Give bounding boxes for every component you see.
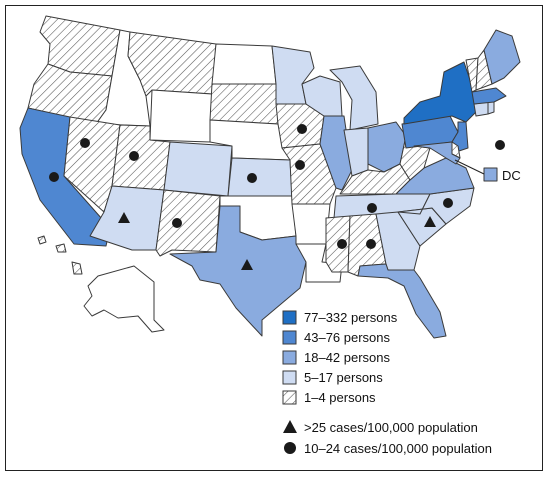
legend: 77–332 persons 43–76 persons 18–42 perso… bbox=[282, 310, 492, 456]
state-ri[interactable] bbox=[487, 101, 495, 115]
circle-marker-ms bbox=[337, 239, 347, 249]
legend-label-43-76: 43–76 persons bbox=[304, 330, 391, 345]
circle-marker-nv bbox=[80, 138, 90, 148]
dc-leader-line bbox=[454, 159, 485, 175]
circle-marker-de bbox=[495, 140, 505, 150]
state-fl[interactable] bbox=[357, 263, 447, 339]
state-ma[interactable] bbox=[471, 87, 507, 105]
triangle-marker-tx bbox=[241, 259, 253, 270]
state-sd[interactable] bbox=[209, 83, 279, 125]
legend-label-5-17: 5–17 persons bbox=[304, 370, 383, 385]
circle-marker-nm bbox=[172, 218, 182, 228]
legend-swatch-43-76 bbox=[282, 330, 297, 345]
state-ny[interactable] bbox=[403, 61, 477, 125]
state-il[interactable] bbox=[319, 115, 353, 191]
circle-marker-ia bbox=[297, 124, 307, 134]
dc-label: DC bbox=[502, 168, 521, 183]
legend-triangle-marker bbox=[283, 420, 297, 433]
circle-marker-ca bbox=[49, 172, 59, 182]
state-nm[interactable] bbox=[155, 189, 221, 257]
legend-swatch-77-332 bbox=[282, 310, 297, 325]
state-me[interactable] bbox=[483, 29, 521, 85]
state-nd[interactable] bbox=[211, 43, 277, 85]
state-la[interactable] bbox=[295, 243, 343, 283]
legend-label-triangle: >25 cases/100,000 population bbox=[304, 420, 478, 435]
legend-swatch-1-4 bbox=[282, 390, 297, 405]
circle-marker-mo bbox=[295, 160, 305, 170]
state-ks[interactable] bbox=[227, 157, 293, 197]
legend-label-77-332: 77–332 persons bbox=[304, 310, 398, 325]
triangle-marker-az bbox=[118, 212, 130, 223]
state-hi[interactable] bbox=[37, 235, 83, 275]
legend-label-18-42: 18–42 persons bbox=[304, 350, 391, 365]
state-ar[interactable] bbox=[291, 203, 331, 245]
legend-label-circle: 10–24 cases/100,000 population bbox=[304, 441, 492, 456]
state-tx[interactable] bbox=[169, 205, 307, 337]
circle-marker-tn bbox=[367, 203, 377, 213]
circle-marker-al bbox=[366, 239, 376, 249]
legend-label-1-4: 1–4 persons bbox=[304, 390, 376, 405]
circle-marker-ut bbox=[129, 151, 139, 161]
circle-marker-ks bbox=[247, 173, 257, 183]
circle-marker-nc bbox=[443, 198, 453, 208]
triangle-marker-sc bbox=[424, 216, 436, 227]
state-wy[interactable] bbox=[149, 89, 213, 143]
state-co[interactable] bbox=[163, 141, 233, 197]
legend-swatch-5-17 bbox=[282, 370, 297, 385]
state-dc-swatch[interactable] bbox=[483, 167, 498, 182]
state-mi[interactable] bbox=[329, 65, 379, 131]
marker-layer bbox=[49, 124, 505, 270]
legend-circle-marker bbox=[284, 442, 296, 454]
legend-swatch-18-42 bbox=[282, 350, 297, 365]
state-ak[interactable] bbox=[83, 265, 165, 333]
